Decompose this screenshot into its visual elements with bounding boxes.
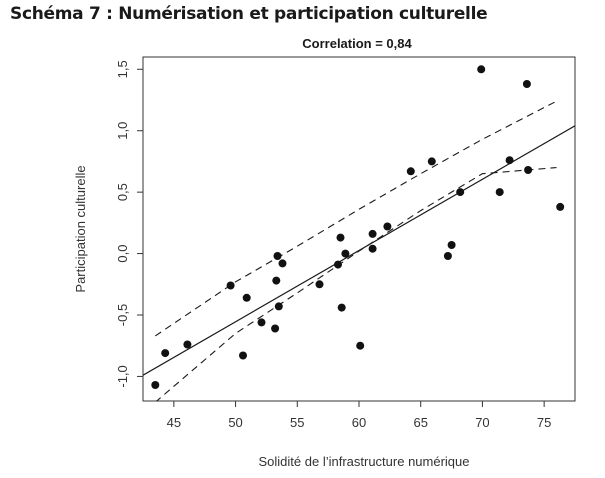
data-point	[242, 293, 251, 302]
y-tick-label: 1,0	[115, 122, 130, 140]
data-point	[272, 276, 281, 285]
data-point	[456, 188, 465, 197]
y-tick-label: -1,0	[115, 365, 130, 387]
data-point	[522, 80, 531, 88]
chart-title: Correlation = 0,84	[302, 36, 412, 51]
plot-area	[143, 65, 575, 401]
data-point	[161, 349, 170, 358]
data-point	[383, 222, 392, 231]
y-tick-label: -0,5	[115, 304, 130, 326]
data-point	[337, 303, 346, 312]
data-point	[334, 260, 342, 269]
data-point	[505, 156, 514, 165]
regression-lines	[143, 100, 575, 401]
data-point	[443, 252, 452, 260]
confidence-band-lower	[155, 167, 557, 401]
data-point	[556, 202, 565, 211]
data-point	[274, 302, 283, 311]
data-point	[278, 259, 287, 268]
x-tick-label: 65	[413, 415, 427, 430]
data-points	[151, 65, 565, 389]
data-point	[341, 249, 350, 258]
x-tick-label: 45	[167, 415, 181, 430]
data-point	[336, 233, 345, 242]
data-point	[183, 340, 192, 349]
data-point	[427, 157, 436, 166]
data-point	[447, 241, 456, 249]
x-tick-label: 70	[475, 415, 489, 430]
page-title: Schéma 7 : Numérisation et participation…	[10, 4, 488, 24]
x-tick-label: 75	[537, 415, 551, 430]
y-tick-label: 0,0	[115, 245, 130, 263]
data-point	[406, 167, 415, 176]
data-point	[524, 166, 533, 174]
data-point	[477, 65, 486, 74]
data-point	[368, 229, 377, 238]
y-axis-label: Participation culturelle	[73, 165, 88, 292]
data-point	[368, 244, 377, 253]
x-tick-label: 60	[352, 415, 366, 430]
data-point	[257, 318, 266, 327]
data-point	[495, 188, 504, 197]
x-axis: 45 50 55 60 65 70 75	[167, 401, 551, 430]
y-tick-label: 0,5	[115, 183, 130, 201]
y-tick-label: 1,5	[115, 60, 130, 78]
data-point	[273, 252, 282, 260]
y-axis: -1,0 -0,5 0,0 0,5 1,0 1,5	[115, 60, 143, 388]
data-point	[226, 281, 235, 290]
x-axis-label: Solidité de l’infrastructure numérique	[259, 454, 470, 469]
data-point	[356, 341, 365, 350]
data-point	[315, 280, 324, 289]
confidence-band-upper	[154, 100, 557, 337]
x-tick-label: 50	[228, 415, 242, 430]
data-point	[151, 381, 160, 389]
data-point	[271, 324, 280, 333]
x-tick-label: 55	[290, 415, 304, 430]
data-point	[239, 351, 247, 360]
